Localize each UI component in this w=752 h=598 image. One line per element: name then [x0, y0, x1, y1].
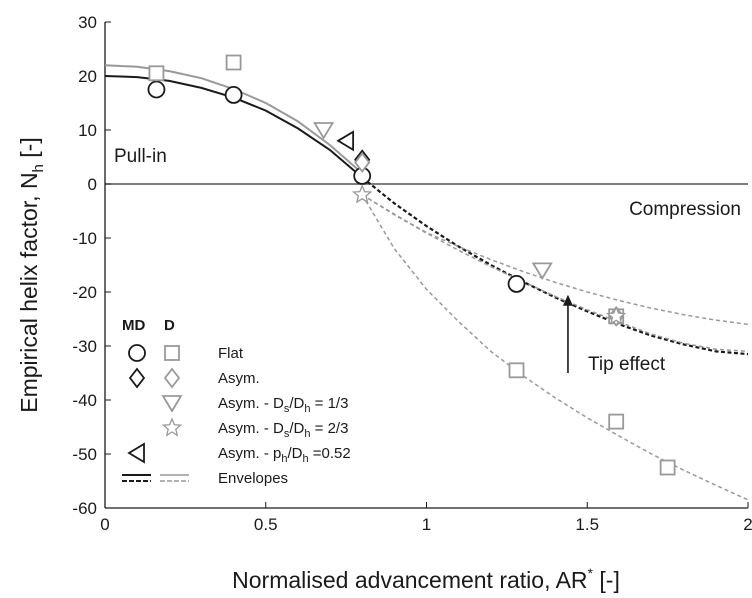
tip-arrow-head — [562, 294, 573, 306]
legend-d-diamond — [163, 367, 181, 389]
point-d-square — [659, 459, 676, 476]
point-d-square — [225, 54, 242, 71]
y-tick-label: -40 — [72, 391, 97, 410]
pull-in-label: Pull-in — [114, 146, 167, 167]
x-axis-title: Normalised advancement ratio, AR* [-] — [232, 565, 620, 593]
legend-rows: Flat Asym. Asym. - Ds/Dh = 1/3 Asym. - Ds/D… — [122, 344, 351, 487]
envelope-d-dashed — [361, 194, 749, 501]
point-md-circle — [224, 86, 243, 104]
compression-label: Compression — [629, 199, 741, 220]
x-tick-label: 1 — [422, 515, 431, 534]
legend-d-triangle-down — [161, 395, 183, 413]
point-md-triangle-left — [336, 130, 355, 152]
y-axis-title-sub: h — [30, 164, 47, 172]
y-tick-label: 10 — [78, 121, 97, 140]
envelope-layer — [104, 64, 749, 501]
y-tick-label: -30 — [72, 337, 97, 356]
legend-md-circle — [128, 344, 146, 362]
legend-header-d: D — [164, 317, 175, 334]
plot-frame — [104, 22, 748, 509]
legend-label: Envelopes — [218, 470, 288, 487]
legend-d-square — [164, 345, 180, 361]
x-axis-title-unit: [-] — [599, 567, 619, 593]
y-tick-label: 0 — [88, 175, 97, 194]
envelope-d-dashed — [361, 194, 749, 353]
legend-label: Flat — [218, 345, 244, 362]
envelope-d-dashed — [361, 194, 749, 326]
legend-md-triangle-left — [127, 442, 145, 464]
x-tick-label: 0 — [100, 515, 109, 534]
y-tick-label: -10 — [72, 229, 97, 248]
legend-label: Asym. — [218, 370, 260, 387]
point-d-triangle-down — [531, 262, 553, 281]
point-d-triangle-down — [313, 122, 335, 140]
point-d-star — [351, 184, 373, 204]
legend-md-diamond — [128, 367, 146, 389]
x-tick-label: 2 — [743, 515, 752, 534]
x-tick-label: 0.5 — [254, 515, 278, 534]
point-d-star — [605, 305, 627, 325]
y-axis-title-unit: [-] — [16, 137, 42, 157]
tick-layer: 0 0.5 1 1.5 2 30 20 10 0 -10 -20 -30 -40 -50 -60 — [72, 13, 752, 534]
y-tick-label: -50 — [72, 445, 97, 464]
point-d-square — [608, 413, 625, 430]
y-tick-label: 20 — [78, 67, 97, 86]
y-tick-label: -20 — [72, 283, 97, 302]
point-d-square — [148, 65, 165, 82]
marker-layer — [147, 54, 676, 476]
tip-effect-arrow — [562, 294, 573, 373]
legend-d-star — [161, 417, 183, 437]
point-md-circle — [507, 274, 526, 293]
legend-label: Asym. - ph/Dh =0.52 — [218, 445, 351, 465]
legend-label: Asym. - Ds/Dh = 1/3 — [218, 395, 348, 415]
y-axis-title: Empirical helix factor, Nh [-] — [16, 137, 47, 413]
legend-label: Asym. - Ds/Dh = 2/3 — [218, 420, 348, 440]
y-tick-label: 30 — [78, 13, 97, 32]
x-axis-title-sup: * — [588, 565, 594, 581]
x-tick-label: 1.5 — [575, 515, 599, 534]
envelope-md-dashed — [361, 176, 749, 356]
legend: MD D Flat Asym. Asym. - Ds/Dh = 1/3 Asym. -… — [122, 317, 351, 487]
point-d-square — [508, 362, 525, 379]
point-md-circle — [147, 80, 166, 99]
tip-effect-label: Tip effect — [588, 354, 666, 375]
legend-header-md: MD — [122, 317, 145, 334]
point-d-diamond — [354, 151, 371, 173]
y-tick-label: -60 — [72, 499, 97, 518]
